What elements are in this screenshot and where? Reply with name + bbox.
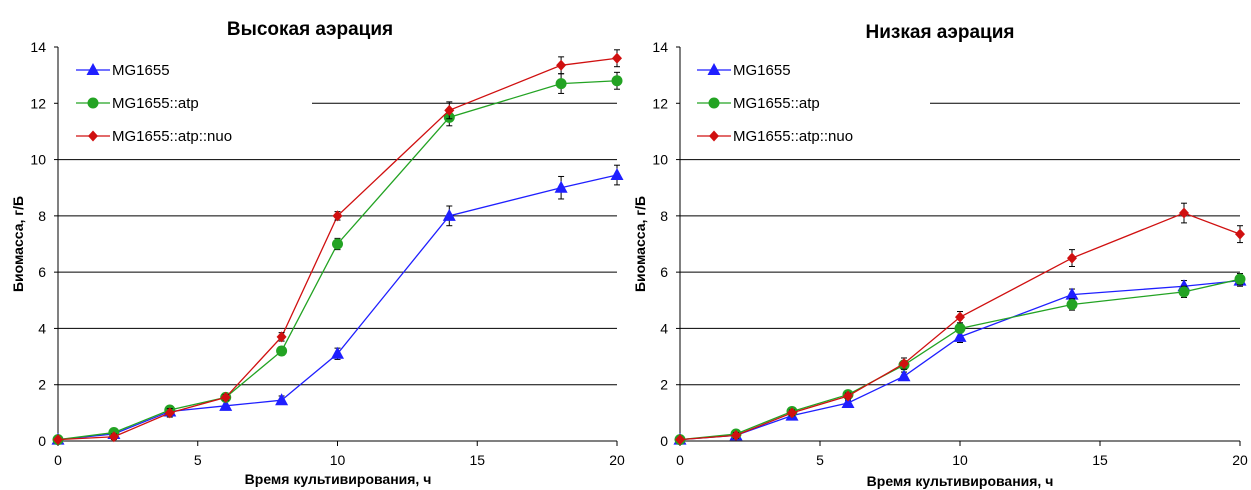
legend-label: MG1655 [733, 62, 791, 79]
x-tick-label: 20 [1232, 452, 1248, 468]
y-tick-label: 12 [652, 95, 668, 111]
chart-title: Низкая аэрация [866, 22, 1015, 43]
y-tick-label: 10 [30, 152, 46, 168]
legend-marker [87, 97, 99, 109]
data-point [954, 322, 966, 334]
data-point [1067, 252, 1077, 264]
y-tick-label: 0 [660, 433, 668, 449]
data-point [612, 52, 622, 64]
data-point [554, 180, 568, 193]
y-tick-label: 10 [652, 152, 668, 168]
legend-marker [86, 63, 100, 75]
y-tick-label: 2 [660, 377, 668, 393]
chart-title: Высокая аэрация [227, 19, 393, 40]
x-tick-label: 15 [469, 452, 485, 468]
y-tick-label: 12 [30, 95, 46, 111]
y-tick-label: 6 [38, 264, 46, 280]
x-tick-label: 10 [330, 452, 346, 468]
legend-item: MG1655::atp::nuo [76, 128, 232, 145]
legend-label: MG1655::atp::nuo [112, 128, 232, 145]
legend-item: MG1655::atp [697, 95, 820, 112]
data-point [843, 390, 853, 402]
y-axis-title: Биомасса, г/Б [10, 196, 26, 292]
x-axis-title: Время культивирования, ч [867, 473, 1054, 489]
data-point [442, 208, 456, 221]
data-point [444, 104, 455, 116]
y-tick-label: 4 [38, 320, 46, 336]
legend-item: MG1655 [76, 62, 170, 79]
y-axis-title: Биомасса, г/Б [632, 196, 648, 292]
chart-panel-1: Высокая аэрация 0 2 4 6 8 10 12 14 0 5 10 15 20 Время … [10, 19, 625, 487]
data-point [610, 168, 624, 181]
legend-label: MG1655 [112, 62, 170, 79]
x-tick-label: 20 [609, 452, 625, 468]
y-tick-label: 14 [652, 39, 668, 55]
series-circle [674, 273, 1246, 446]
data-point [897, 369, 911, 382]
data-point [555, 78, 567, 90]
y-tick-label: 2 [38, 377, 46, 393]
data-point [556, 59, 567, 71]
data-point [332, 210, 343, 222]
legend-marker [88, 130, 98, 142]
y-tick-label: 4 [660, 320, 668, 336]
data-point [611, 75, 623, 87]
data-point [1178, 286, 1190, 298]
series-triangle [673, 273, 1247, 445]
data-point [331, 346, 344, 359]
x-tick-label: 5 [194, 452, 202, 468]
x-tick-label: 0 [676, 452, 684, 468]
y-tick-label: 8 [38, 208, 46, 224]
legend-marker [707, 63, 721, 75]
data-point [899, 358, 909, 370]
legend-item: MG1655 [697, 62, 791, 79]
series-diamond [675, 202, 1245, 446]
x-tick-label: 5 [816, 452, 824, 468]
series-line [679, 278, 1241, 441]
y-tick-label: 14 [30, 39, 46, 55]
data-point [219, 398, 233, 411]
data-point [220, 391, 231, 403]
legend-item: MG1655::atp [76, 95, 199, 112]
data-point [108, 431, 119, 443]
legend-label: MG1655::atp::nuo [733, 128, 853, 145]
series-diamond [53, 49, 622, 446]
data-point [1179, 207, 1189, 219]
data-point [841, 396, 855, 409]
legend-label: MG1655::atp [733, 95, 820, 112]
data-point [275, 393, 289, 406]
data-point [675, 434, 685, 446]
data-point [1065, 287, 1079, 300]
x-axis-title: Время культивирования, ч [245, 471, 432, 487]
y-tick-label: 6 [660, 264, 668, 280]
y-tick-label: 8 [660, 208, 668, 224]
data-point [955, 311, 965, 323]
legend-item: MG1655::atp::nuo [697, 128, 853, 145]
data-point [1066, 299, 1078, 311]
data-point [953, 329, 967, 342]
data-point [787, 407, 797, 419]
legend-marker [709, 130, 719, 142]
x-tick-label: 15 [1092, 452, 1108, 468]
x-tick-label: 0 [54, 452, 62, 468]
data-point [731, 429, 741, 441]
data-point [164, 407, 175, 419]
data-point [53, 434, 63, 446]
legend-marker [708, 97, 720, 109]
data-point [1235, 228, 1245, 240]
data-point [1234, 273, 1246, 285]
series-line [679, 279, 1241, 441]
y-tick-label: 0 [38, 433, 46, 449]
data-point [332, 238, 343, 250]
data-point [276, 345, 288, 357]
chart-panel-2: Низкая аэрация 0 2 4 6 8 10 12 14 0 5 10 15 20 Время к… [632, 22, 1248, 489]
x-tick-label: 10 [952, 452, 968, 468]
legend-label: MG1655::atp [112, 95, 199, 112]
data-point [276, 331, 287, 343]
series-triangle [51, 164, 624, 445]
